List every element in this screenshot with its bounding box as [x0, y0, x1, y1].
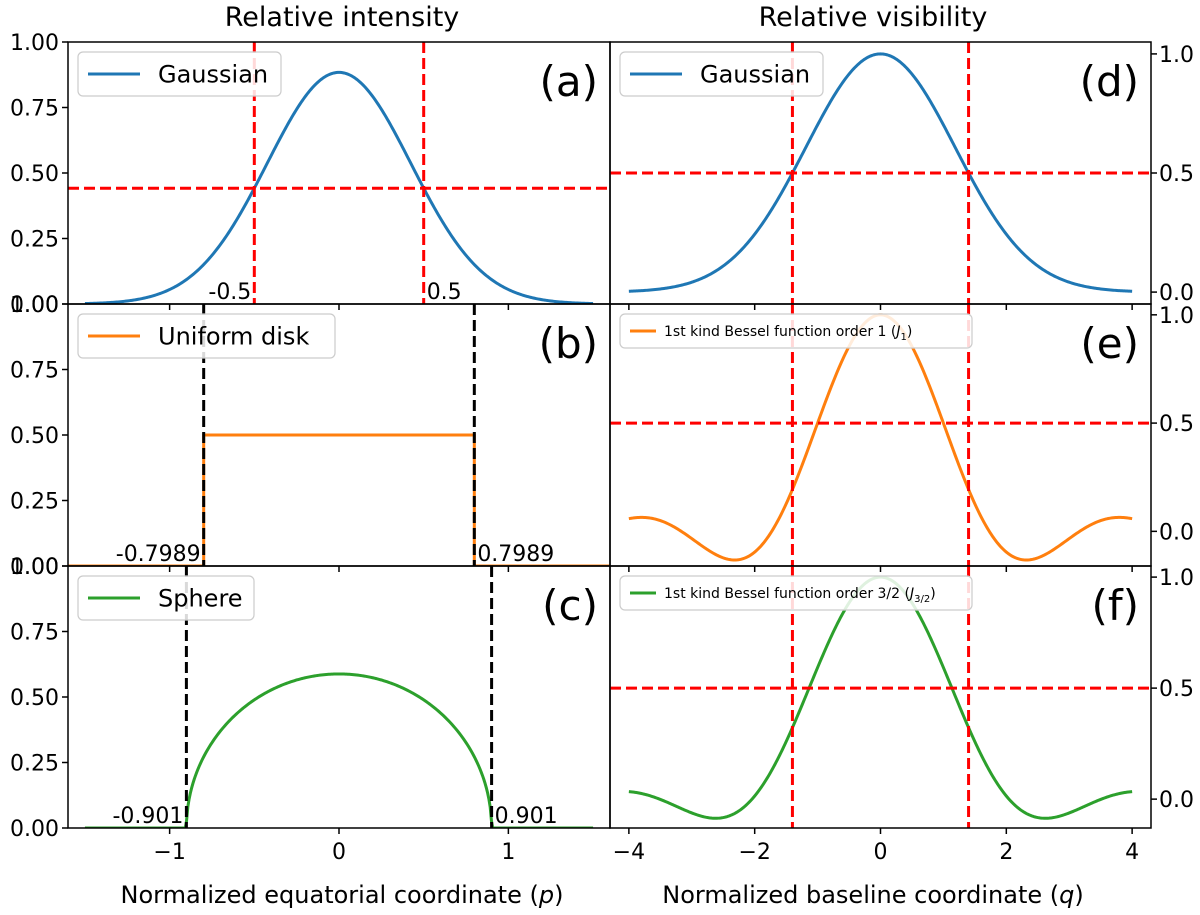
panel-c: 0.00 0.25 0.50 0.75 1.00 −1 0 1 -0.901 0.901 (c) Sp…: [10, 555, 611, 865]
legend-box: [619, 51, 824, 97]
legend-box: [77, 51, 282, 97]
legend: 1st kind Bessel function order 3/2 (J3/2…: [619, 575, 973, 611]
legend-label: 1st kind Bessel function order 3/2 (J3/2…: [664, 586, 936, 605]
y-tick-label: 1.00: [10, 31, 59, 56]
legend-box: [619, 575, 973, 611]
x-tick-label: 4: [1125, 840, 1139, 865]
series-line: [628, 575, 1133, 820]
series-line: [68, 433, 610, 566]
boundary-annotation: -0.7989: [116, 542, 201, 567]
y-tick-label: 0.75: [10, 621, 59, 646]
plot-area-b: [68, 304, 610, 566]
boundary-annotation: -0.901: [112, 804, 183, 829]
legend-box: [77, 575, 255, 621]
y-tick-label: 0.0: [1159, 520, 1194, 545]
series-line: [628, 313, 1133, 562]
y-tick-label: 0.50: [10, 424, 59, 449]
legend-label: Sphere: [158, 585, 243, 613]
y-tick-label: 1.0: [1159, 43, 1194, 68]
boundary-annotation: -0.5: [208, 280, 251, 305]
y-tick-label: 1.0: [1159, 566, 1194, 591]
y-tick-label: 0.25: [10, 228, 59, 253]
x-tick-label: 0: [874, 840, 888, 865]
legend: 1st kind Bessel function order 1 (J1): [619, 313, 973, 349]
y-tick-label: 0.50: [10, 686, 59, 711]
legend-label: Uniform disk: [158, 323, 309, 351]
y-tick-label: 0.5: [1159, 162, 1194, 187]
legend-label: Gaussian: [700, 61, 810, 89]
panel-label: (b): [539, 319, 598, 368]
y-tick-label: 0.50: [10, 162, 59, 187]
panel-label: (d): [1080, 57, 1139, 106]
panel-f: 0.0 0.5 1.0 −4 −2 0 2 4 (f) 1st kind Bessel funct…: [609, 565, 1194, 865]
panel-label: (c): [542, 581, 598, 630]
x-tick-label: 1: [501, 840, 515, 865]
y-tick-label: 0.25: [10, 490, 59, 515]
y-tick-label: 0.00: [10, 817, 59, 842]
y-tick-label: 1.00: [10, 555, 59, 580]
legend: Gaussian: [619, 51, 824, 97]
panel-b: 0.00 0.25 0.50 0.75 1.00 -0.7989 0.7989 (b) Unif…: [10, 293, 611, 580]
legend-box: [77, 313, 336, 359]
boundary-annotation: 0.7989: [477, 542, 554, 567]
left-column-title: Relative intensity: [225, 2, 460, 33]
y-tick-label: 0.5: [1159, 677, 1194, 702]
plot-area-a: [68, 42, 610, 304]
left-x-axis-label: Normalized equatorial coordinate (p): [121, 881, 564, 909]
y-tick-label: 0.75: [10, 359, 59, 384]
panel-a: 0.00 0.25 0.50 0.75 1.00 -0.5 0.5 (a) Gaussian: [10, 31, 611, 318]
series-line: [628, 52, 1133, 293]
panel-d: 0.0 0.5 1.0 (d) Gaussian: [609, 41, 1194, 310]
y-tick-label: 0.5: [1159, 412, 1194, 437]
right-x-axis-label: Normalized baseline coordinate (q): [662, 881, 1084, 909]
plot-area-c: [84, 566, 594, 828]
x-tick-label: −2: [738, 840, 770, 865]
panel-e: 0.0 0.5 1.0 (e) 1st kind Bessel function ord…: [609, 303, 1194, 572]
y-tick-label: 0.75: [10, 97, 59, 122]
legend: Uniform disk: [77, 313, 336, 359]
x-tick-label: −4: [613, 840, 645, 865]
legend: Sphere: [77, 575, 255, 621]
y-tick-label: 0.0: [1159, 281, 1194, 306]
legend: Gaussian: [77, 51, 282, 97]
series-line: [84, 70, 594, 304]
x-tick-label: −1: [153, 840, 185, 865]
boundary-annotation: 0.901: [495, 804, 558, 829]
legend-label: Gaussian: [158, 61, 268, 89]
panels: 0.000.250.500.751.00-0.5 0.5(a)Gaussian0.…: [10, 31, 1194, 865]
right-column-title: Relative visibility: [759, 2, 988, 33]
panel-label: (f): [1091, 581, 1139, 630]
y-tick-label: 0.0: [1159, 788, 1194, 813]
legend-label: 1st kind Bessel function order 1 (J1): [664, 324, 912, 343]
boundary-annotation: 0.5: [427, 280, 462, 305]
y-tick-label: 1.00: [10, 293, 59, 318]
x-tick-label: 0: [332, 840, 346, 865]
y-tick-label: 0.25: [10, 752, 59, 777]
series-line: [84, 672, 594, 828]
plot-area-d: [610, 42, 1151, 304]
y-tick-label: 0.00: [10, 293, 59, 318]
legend-box: [619, 313, 973, 349]
y-tick-label: 0.00: [10, 555, 59, 580]
x-tick-label: 2: [999, 840, 1013, 865]
panel-label: (e): [1080, 319, 1139, 368]
y-tick-label: 1.0: [1159, 304, 1194, 329]
panel-label: (a): [539, 57, 598, 106]
